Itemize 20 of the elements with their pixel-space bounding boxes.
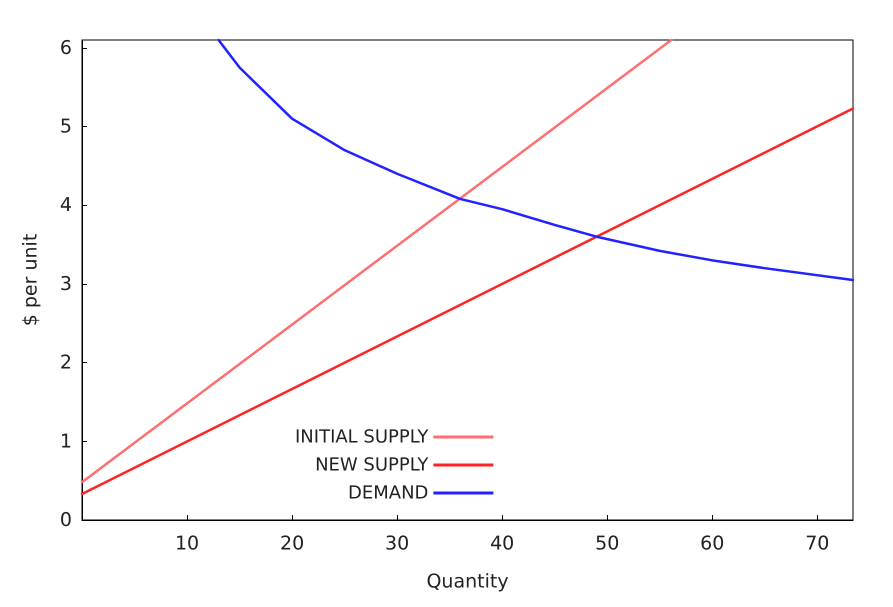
legend-label: DEMAND (348, 482, 428, 504)
x-tick-label: 40 (490, 532, 514, 554)
y-tick-label: 1 (60, 430, 72, 452)
y-tick-label: 2 (60, 352, 72, 374)
y-tick-label: 5 (60, 116, 72, 138)
line-series (217, 38, 854, 282)
y-tick-label: 0 (60, 509, 72, 531)
y-tick-label: 4 (60, 194, 72, 216)
x-axis-title: Quantity (426, 570, 509, 592)
x-tick-label: 70 (805, 532, 830, 554)
y-tick-label: 3 (60, 272, 72, 295)
legend-label: INITIAL SUPPLY (294, 426, 430, 448)
y-tick-label: 6 (60, 36, 72, 59)
y-axis-title: $ per unit (20, 234, 42, 326)
legend-label: NEW SUPPLY (315, 454, 430, 476)
x-tick-label: 30 (385, 532, 410, 554)
x-tick-label: 60 (700, 532, 724, 554)
x-tick-label: 10 (174, 532, 200, 554)
x-tick-label: 20 (280, 532, 304, 554)
x-tick-label: 50 (595, 532, 620, 554)
